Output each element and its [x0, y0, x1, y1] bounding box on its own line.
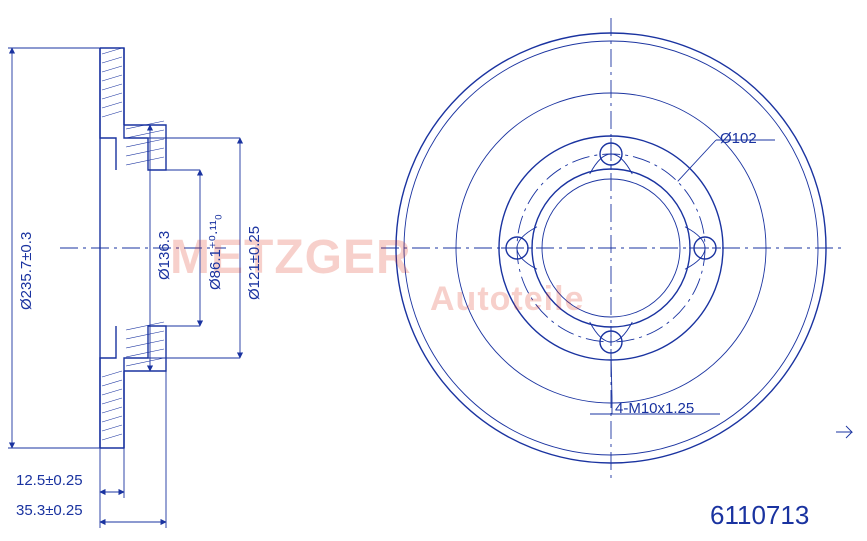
dim-depth: 35.3±0.25 [16, 502, 83, 519]
dim-bolt-spec: 4-M10x1.25 [615, 400, 694, 417]
dim-bore: Ø86.1⁺⁰·¹¹₀ [206, 214, 224, 290]
dim-thickness: 12.5±0.25 [16, 472, 83, 489]
dim-pcd: Ø102 [720, 130, 757, 147]
drawing-canvas [0, 0, 867, 541]
watermark-sub: Autoteile [430, 280, 584, 319]
dim-outer-diameter: Ø235.7±0.3 [18, 232, 35, 310]
dim-hub-outer: Ø136.3 [156, 231, 173, 280]
dim-step: Ø121±0.25 [246, 226, 263, 300]
part-number: 6110713 [710, 500, 809, 531]
